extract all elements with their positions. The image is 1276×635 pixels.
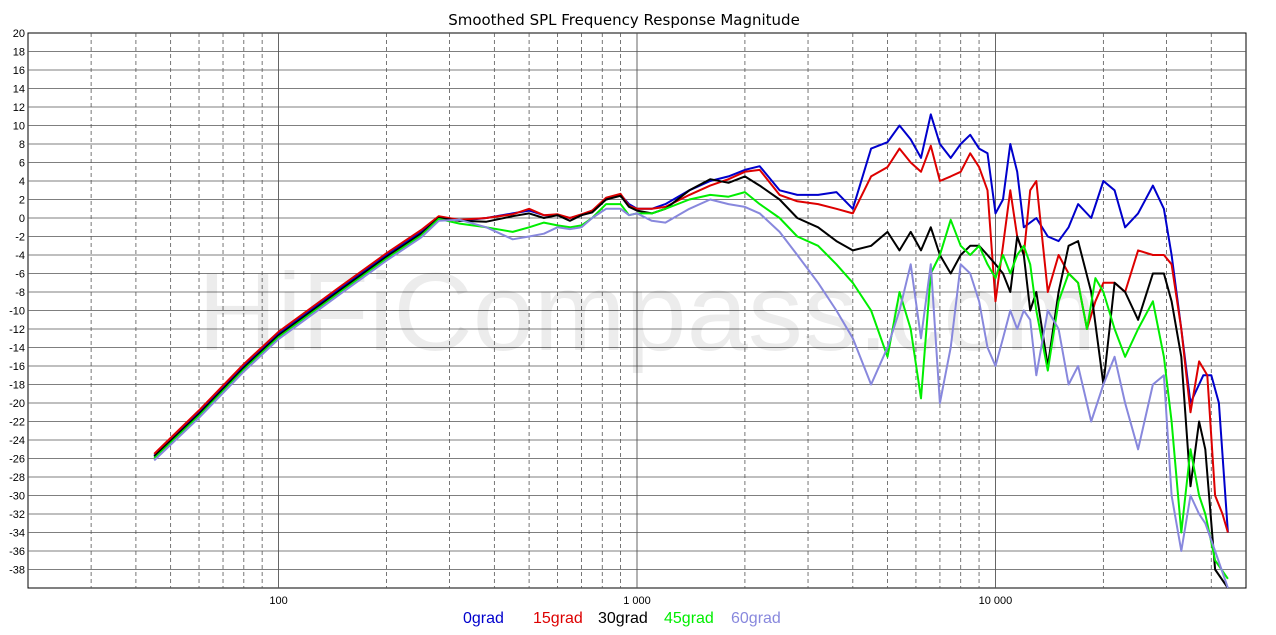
y-tick-label: 4 [19, 176, 25, 188]
y-tick-label: -4 [15, 250, 25, 262]
y-tick-label: 10 [13, 121, 25, 133]
y-tick-label: -20 [9, 398, 25, 410]
y-tick-label: 6 [19, 158, 25, 170]
series-line-0grad [153, 113, 1229, 533]
y-tick-label: -18 [9, 380, 25, 392]
legend-item-30grad: 30grad [598, 610, 648, 627]
y-tick-label: -26 [9, 454, 25, 466]
y-tick-label: -22 [9, 417, 25, 429]
y-tick-label: 16 [13, 65, 25, 77]
y-tick-label: 18 [13, 47, 25, 59]
y-tick-label: -38 [9, 565, 25, 577]
chart-title: Smoothed SPL Frequency Response Magnitud… [448, 11, 800, 29]
y-tick-label: -12 [9, 324, 25, 336]
series-line-60grad [153, 198, 1229, 588]
x-tick-label: 1 000 [623, 595, 651, 607]
legend-item-60grad: 60grad [731, 610, 781, 627]
legend: 0grad 15grad 30grad 45grad 60grad [463, 610, 781, 627]
y-tick-label: -36 [9, 546, 25, 558]
grid-lines [28, 33, 1246, 588]
y-tick-label: -2 [15, 232, 25, 244]
y-tick-label: -8 [15, 287, 25, 299]
series-line-45grad [153, 191, 1229, 580]
x-tick-label: 10 000 [979, 595, 1013, 607]
y-tick-label: -28 [9, 472, 25, 484]
legend-item-0grad: 0grad [463, 610, 504, 627]
series-lines [153, 113, 1229, 588]
series-line-30grad [153, 175, 1229, 588]
y-tick-label: 2 [19, 195, 25, 207]
y-tick-label: 14 [13, 84, 25, 96]
legend-item-45grad: 45grad [664, 610, 714, 627]
y-tick-label: -34 [9, 528, 25, 540]
x-axis-tick-labels: 100 1 000 10 000 [269, 595, 1012, 607]
y-tick-label: -6 [15, 269, 25, 281]
y-tick-label: -32 [9, 509, 25, 521]
y-tick-label: -24 [9, 435, 25, 447]
y-tick-label: 12 [13, 102, 25, 114]
watermark-text: HiFiCompass.com [198, 251, 1096, 374]
y-tick-label: -10 [9, 306, 25, 318]
y-tick-label: 8 [19, 139, 25, 151]
y-tick-label: -16 [9, 361, 25, 373]
x-tick-label: 100 [269, 595, 287, 607]
y-tick-label: -14 [9, 343, 25, 355]
y-tick-label: -30 [9, 491, 25, 503]
y-tick-label: 0 [19, 213, 25, 225]
legend-item-15grad: 15grad [533, 610, 583, 627]
y-tick-label: 20 [13, 28, 25, 40]
y-axis-tick-labels: 20181614121086420-2-4-6-8-10-12-14-16-18… [9, 28, 25, 577]
